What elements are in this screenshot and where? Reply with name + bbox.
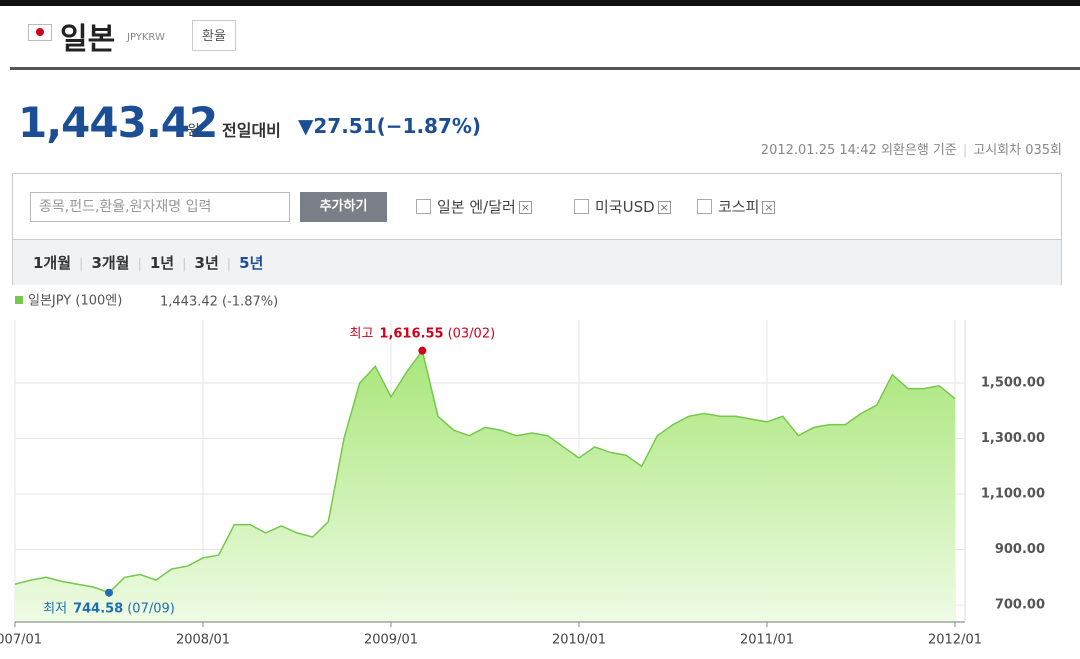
remove[interactable]: × xyxy=(657,201,671,214)
option[interactable]: 일본 엔/달러 × xyxy=(416,196,532,217)
checkbox[interactable] xyxy=(574,199,589,214)
remove[interactable]: × xyxy=(762,201,776,214)
timestamp-text: 2012.01.25 14:42 외환은행 기준 xyxy=(760,143,957,158)
annotation-date: (07/09) xyxy=(127,601,175,616)
extreme-point xyxy=(105,588,113,597)
option-label: 미국USD xyxy=(595,198,655,216)
tab-row: 1개월 | 3개월 | 1년 | 3년 | 5년 xyxy=(33,252,263,273)
tab-separator: | xyxy=(79,257,84,272)
annotation-value: 1,616.55 xyxy=(379,326,443,341)
legend-swatch xyxy=(15,296,23,304)
x-tick-label: 2007/01 xyxy=(0,633,42,648)
tab-separator: | xyxy=(182,257,187,272)
annotation: 최고 1,616.55 (03/02) xyxy=(349,326,495,341)
legend-label: 일본JPY (100엔) xyxy=(28,294,122,309)
remove[interactable]: × xyxy=(518,201,532,214)
x-tick-label: 2008/01 xyxy=(176,633,230,648)
y-tick-label: 1,300.00 xyxy=(981,431,1045,446)
tab[interactable]: 3년 xyxy=(194,254,219,272)
timestamp: 2012.01.25 14:42 외환은행 기준 | 고시회차 035회 xyxy=(761,139,1062,158)
line xyxy=(14,348,956,594)
separator: | xyxy=(962,143,968,158)
y-tick-label: 1,500.00 xyxy=(981,376,1045,391)
x-tick-label: 2012/01 xyxy=(928,633,982,648)
option-label: 코스피 xyxy=(718,198,760,216)
y-tick-label: 1,100.00 xyxy=(981,487,1045,502)
option[interactable]: 코스피 × xyxy=(697,196,776,217)
y-tick-label: 700.00 xyxy=(995,598,1045,613)
tag[interactable]: 환율 xyxy=(192,20,236,51)
tab[interactable]: 1년 xyxy=(149,254,175,272)
price: 1,443.42 xyxy=(18,98,218,147)
annotation-label: 최저 xyxy=(43,601,67,616)
search-input[interactable]: 종목,펀드,환율,원자재명 입력 xyxy=(30,192,290,222)
area-fill xyxy=(15,350,955,622)
x-tick-label: 2011/01 xyxy=(740,633,794,648)
title: 일본 xyxy=(60,22,116,57)
x-tick-label: 2009/01 xyxy=(364,633,418,648)
tab[interactable]: 5년 xyxy=(239,254,264,272)
annotation-date: (03/02) xyxy=(448,326,496,341)
top-bar xyxy=(0,0,1080,6)
tab[interactable]: 1개월 xyxy=(33,254,72,272)
change: ▼27.51(−1.87%) xyxy=(298,114,482,138)
divider xyxy=(10,67,1080,70)
option[interactable]: 미국USD × xyxy=(574,196,671,217)
change-label: 전일대비 xyxy=(222,121,281,140)
round: 고시회차 035회 xyxy=(973,143,1062,158)
add-button[interactable]: 추가하기 xyxy=(300,192,387,222)
flag-icon xyxy=(28,24,52,41)
option-label: 일본 엔/달러 xyxy=(437,198,516,216)
annotation: 최저 744.58 (07/09) xyxy=(43,601,175,616)
y-tick-label: 900.00 xyxy=(995,542,1045,557)
tab[interactable]: 3개월 xyxy=(91,254,130,272)
unit: 원 xyxy=(187,123,200,139)
x-tick-label: 2010/01 xyxy=(552,633,606,648)
annotation-value: 744.58 xyxy=(73,601,123,616)
checkbox[interactable] xyxy=(697,199,712,214)
tab-separator: | xyxy=(137,257,142,272)
extreme-point xyxy=(418,346,427,355)
tab-separator: | xyxy=(226,257,232,272)
tab-bar: 1개월 | 3개월 | 1년 | 3년 | 5년 xyxy=(13,239,1061,285)
chart: 일본JPY (100엔) 1,443.42 (-1.87%) 700.00 900.0… xyxy=(0,294,1045,648)
legend-value: 1,443.42 (-1.87%) xyxy=(160,295,278,310)
annotation-label: 최고 xyxy=(349,326,373,341)
checkbox[interactable] xyxy=(416,199,431,214)
code: JPYKRW xyxy=(127,32,165,43)
